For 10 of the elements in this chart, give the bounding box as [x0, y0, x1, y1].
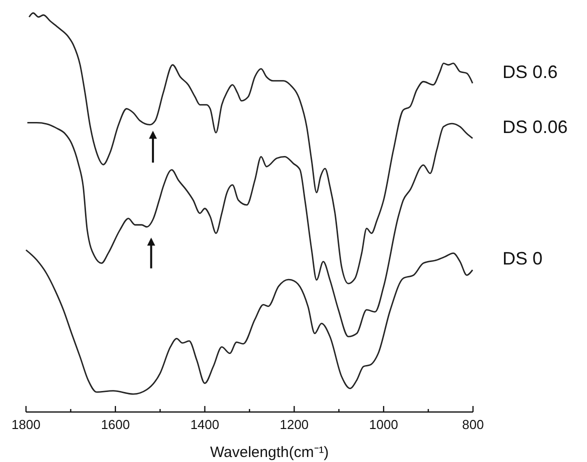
series-label: DS 0: [502, 248, 543, 269]
x-tick-label: 1200: [280, 417, 309, 432]
x-tick-label: 1800: [12, 417, 40, 432]
x-axis-title: Wavelength(cm⁻¹): [210, 444, 329, 461]
series-label: DS 0.6: [502, 62, 558, 82]
x-tick-label: 1400: [190, 417, 220, 432]
x-tick-label: 1600: [100, 417, 130, 432]
x-tick-label: 800: [462, 417, 484, 432]
x-tick-label: 1000: [369, 417, 398, 432]
series-label: DS 0.06: [502, 117, 568, 138]
